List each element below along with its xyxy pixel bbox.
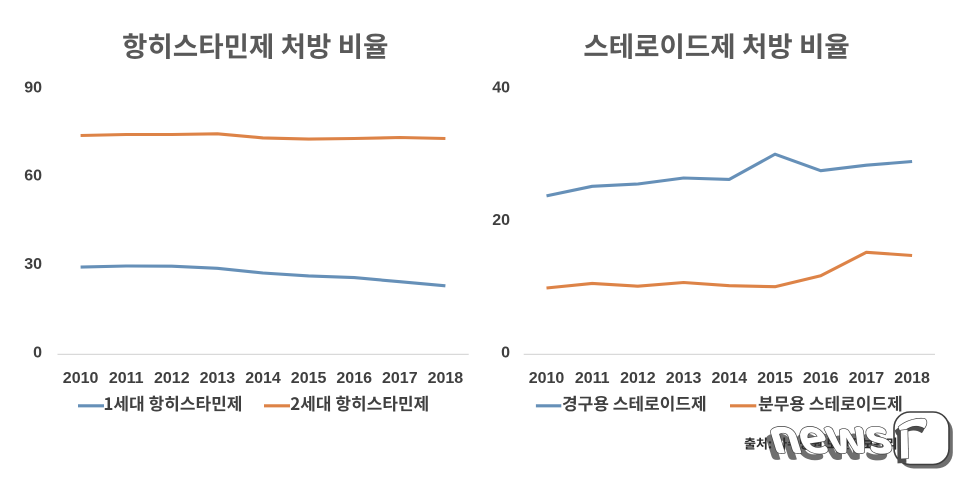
svg-text:2017: 2017 <box>849 370 885 387</box>
svg-text:2012: 2012 <box>154 370 190 387</box>
svg-text:20: 20 <box>492 212 510 229</box>
svg-text:0: 0 <box>501 345 510 362</box>
svg-text:40: 40 <box>492 79 510 96</box>
svg-text:2011: 2011 <box>575 370 610 387</box>
svg-text:2018: 2018 <box>428 370 464 387</box>
svg-text:2010: 2010 <box>529 370 565 387</box>
svg-text:2011: 2011 <box>109 370 144 387</box>
svg-text:2014: 2014 <box>712 370 748 387</box>
svg-text:90: 90 <box>24 79 42 96</box>
svg-text:2015: 2015 <box>291 370 327 387</box>
svg-text:2012: 2012 <box>620 370 656 387</box>
svg-text:2010: 2010 <box>63 370 99 387</box>
svg-text:60: 60 <box>24 168 42 185</box>
svg-text:2013: 2013 <box>666 370 702 387</box>
svg-text:2018: 2018 <box>894 370 930 387</box>
svg-text:30: 30 <box>24 256 42 273</box>
svg-text:2014: 2014 <box>245 370 281 387</box>
svg-text:2015: 2015 <box>757 370 793 387</box>
svg-text:2016: 2016 <box>803 370 839 387</box>
svg-text:0: 0 <box>33 345 42 362</box>
svg-text:2013: 2013 <box>200 370 236 387</box>
svg-text:2016: 2016 <box>336 370 372 387</box>
svg-text:2017: 2017 <box>382 370 418 387</box>
